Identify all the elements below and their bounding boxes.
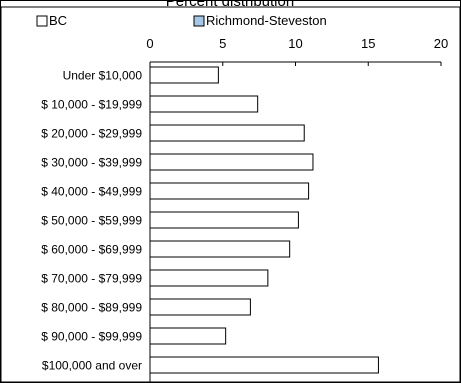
bar-1 [149,95,259,113]
category-label-1: $ 10,000 - $19,999 [41,98,142,112]
x-tick-label-3: 15 [361,36,375,51]
legend-label-1: Richmond-Steveston [206,13,327,28]
legend-swatch-0 [36,15,48,27]
bar-6 [149,240,291,258]
category-label-0: Under $10,000 [63,69,143,83]
x-tick-label-1: 5 [219,36,226,51]
chart-title: Percent distribution [166,0,294,10]
category-label-2: $ 20,000 - $29,999 [41,127,142,141]
bar-7 [149,269,269,287]
legend-label-0: BC [49,13,67,28]
category-labels: Under $10,000 $ 10,000 - $19,999 $ 20,000 … [41,69,142,373]
legend-swatch-1 [193,15,205,27]
bar-4 [149,182,310,200]
bar-0 [149,66,219,84]
x-axis: 0 5 10 15 20 [146,36,448,382]
x-tick-label-0: 0 [146,36,153,51]
category-label-6: $ 60,000 - $69,999 [41,243,142,257]
category-label-8: $ 80,000 - $89,999 [41,301,142,315]
category-label-5: $ 50,000 - $59,999 [41,214,142,228]
bar-9 [149,327,227,345]
category-label-10: $100,000 and over [42,359,142,373]
bar-3 [149,153,314,171]
legend: BC Richmond-Steveston [36,13,327,28]
x-tick-label-2: 10 [288,36,302,51]
category-label-4: $ 40,000 - $49,999 [41,185,142,199]
bars-group [149,66,379,374]
category-label-7: $ 70,000 - $79,999 [41,272,142,286]
bar-10 [149,356,379,374]
category-label-3: $ 30,000 - $39,999 [41,156,142,170]
category-label-9: $ 90,000 - $99,999 [41,330,142,344]
bar-5 [149,211,299,229]
x-tick-label-4: 20 [434,36,448,51]
bar-2 [149,124,305,142]
bar-8 [149,298,251,316]
